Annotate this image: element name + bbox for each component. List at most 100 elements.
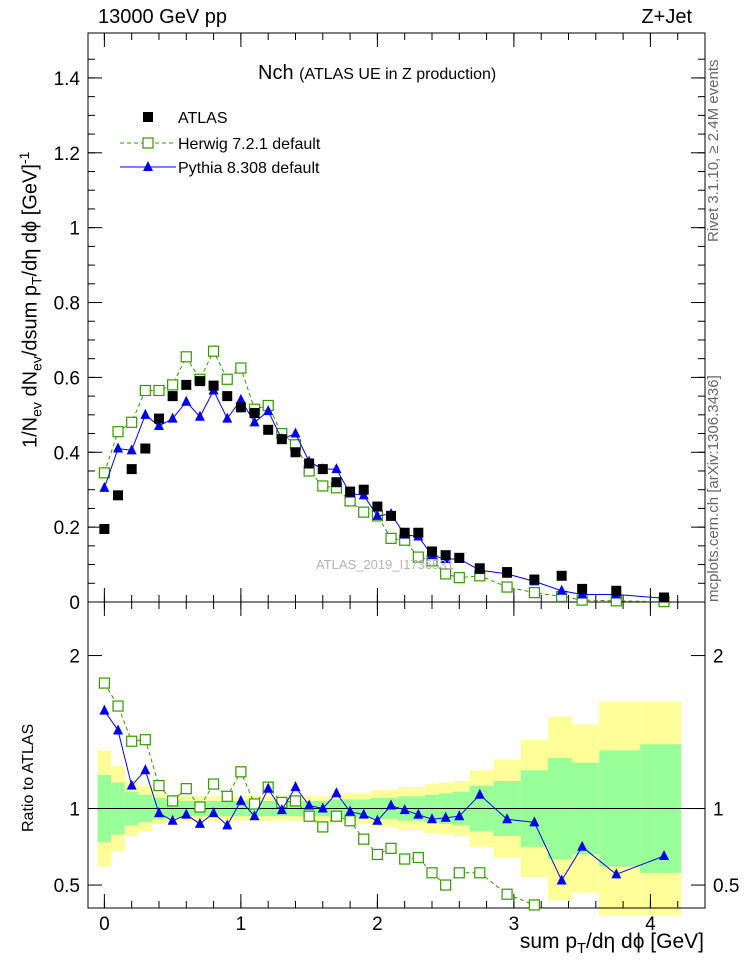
herwig-main-point xyxy=(453,572,465,584)
pythia-ratio-point xyxy=(659,849,670,860)
pythia-ratio-point xyxy=(474,788,485,799)
atlas-main-point xyxy=(222,391,233,402)
atlas-main-point xyxy=(249,407,260,418)
herwig-main-point xyxy=(385,532,397,544)
atlas-main-point xyxy=(611,585,622,596)
herwig-main-point xyxy=(221,373,233,385)
legend-atlas-label: ATLAS xyxy=(178,110,228,127)
atlas-main-point xyxy=(413,527,424,538)
atlas-main-point xyxy=(263,424,274,435)
pythia-ratio-point xyxy=(386,799,397,810)
atlas-main-point xyxy=(304,458,315,469)
herwig-ratio-point xyxy=(248,798,261,810)
x-axis-title: sum pT/dη dϕ [GeV] xyxy=(519,930,704,958)
herwig-ratio-point xyxy=(399,853,411,865)
energy-label: 13000 GeV pp xyxy=(98,6,227,28)
pythia-ratio-point xyxy=(208,807,219,818)
pythia-ratio-point xyxy=(140,764,151,775)
y-axis-title: 1/Nev dNev/dsum pT/dη dϕ [GeV]-1 xyxy=(16,151,45,448)
herwig-ratio-point xyxy=(303,810,315,822)
atlas-main-point xyxy=(454,552,465,563)
atlas-main-point xyxy=(317,464,328,475)
herwig-main-point xyxy=(358,506,370,518)
atlas-main-point xyxy=(529,574,540,585)
atlas-main-point xyxy=(659,592,670,603)
herwig-ratio-point xyxy=(371,848,383,861)
atlas-main-point xyxy=(345,486,356,497)
pythia-ratio-point xyxy=(194,817,205,828)
pythia-ratio-point xyxy=(577,840,588,851)
pythia-ratio-point xyxy=(556,874,567,885)
analysis-watermark: ATLAS_2019_I1736531 xyxy=(316,557,454,572)
atlas-main-point xyxy=(399,527,410,538)
herwig-main-point xyxy=(112,426,124,438)
herwig-main-point xyxy=(207,345,220,357)
pythia-main-point xyxy=(140,408,151,419)
axis-ticks: 0 0.2 0.4 0.6 0.8 1 1.2 1.4 0.5 0.5 1 1 2 2 0 1 2 3 4 xyxy=(54,33,739,935)
pythia-ratio-point xyxy=(304,799,315,810)
ratio-y-tick-label-right: 1 xyxy=(713,800,724,821)
herwig-main-point xyxy=(180,351,192,363)
herwig-ratio-point xyxy=(344,815,356,827)
pythia-main-point xyxy=(99,481,110,492)
atlas-main-point xyxy=(276,434,287,445)
atlas-main-point xyxy=(194,376,205,387)
atlas-main-point xyxy=(502,567,513,578)
pythia-ratio-point xyxy=(372,814,383,825)
mcplots-label: mcplots.cern.ch [arXiv:1306.3436] xyxy=(705,375,722,602)
herwig-ratio-point xyxy=(317,821,329,833)
herwig-ratio-point xyxy=(126,735,138,747)
pythia-main-point xyxy=(556,584,567,595)
atlas-main-point xyxy=(99,524,110,535)
herwig-ratio-point xyxy=(385,842,397,854)
pythia-main-point xyxy=(113,442,124,453)
herwig-ratio-point xyxy=(474,867,486,879)
legend-pythia-marker xyxy=(143,161,153,171)
herwig-main-line xyxy=(103,350,665,603)
ratio-y-tick-label: 0.5 xyxy=(54,876,80,897)
pythia-main-point xyxy=(194,410,205,421)
pythia-main-point xyxy=(235,393,246,404)
atlas-main-point xyxy=(208,380,219,391)
pythia-ratio-point xyxy=(611,868,622,879)
atlas-main-point xyxy=(358,484,369,495)
herwig-ratio-point xyxy=(112,700,124,712)
herwig-main-point xyxy=(412,551,424,563)
y-tick-label: 1.4 xyxy=(54,69,81,90)
x-tick-label: 2 xyxy=(372,914,383,935)
atlas-main-point xyxy=(153,413,164,424)
pythia-ratio-point xyxy=(235,794,246,805)
herwig-main-point xyxy=(139,384,151,397)
herwig-main-point xyxy=(528,587,540,599)
y-tick-label: 0.4 xyxy=(54,443,81,464)
atlas-main-point xyxy=(167,391,178,402)
atlas-main-point xyxy=(386,510,397,521)
atlas-main-point xyxy=(440,550,451,561)
pythia-ratio-point xyxy=(181,808,192,819)
pythia-ratio-point xyxy=(249,810,260,821)
atlas-main-point xyxy=(426,546,437,557)
herwig-ratio-point xyxy=(330,810,343,822)
herwig-ratio-point xyxy=(194,801,206,813)
y-tick-label: 1.2 xyxy=(54,144,80,165)
x-tick-label: 3 xyxy=(509,914,520,935)
plot-title: Nch (ATLAS UE in Z production) xyxy=(258,62,496,85)
herwig-main-point xyxy=(167,379,179,391)
atlas-main-point xyxy=(577,583,588,594)
pythia-ratio-point xyxy=(413,808,424,819)
herwig-main-point xyxy=(153,384,165,397)
pythia-main-point xyxy=(331,463,342,474)
herwig-ratio-point xyxy=(453,867,465,879)
ratio-plot-frame xyxy=(87,601,706,909)
atlas-main-point xyxy=(113,490,124,501)
pythia-main-point xyxy=(153,420,164,431)
atlas-main-point xyxy=(290,447,301,458)
y-tick-label: 0.6 xyxy=(54,368,80,389)
ratio-axis-title: Ratio to ATLAS xyxy=(20,723,37,832)
pythia-ratio-point xyxy=(502,813,513,824)
ratio-y-tick-label: 1 xyxy=(69,800,80,821)
plot-frames xyxy=(87,32,706,909)
pythia-ratio-point xyxy=(167,814,178,825)
herwig-ratio-point xyxy=(221,790,233,802)
